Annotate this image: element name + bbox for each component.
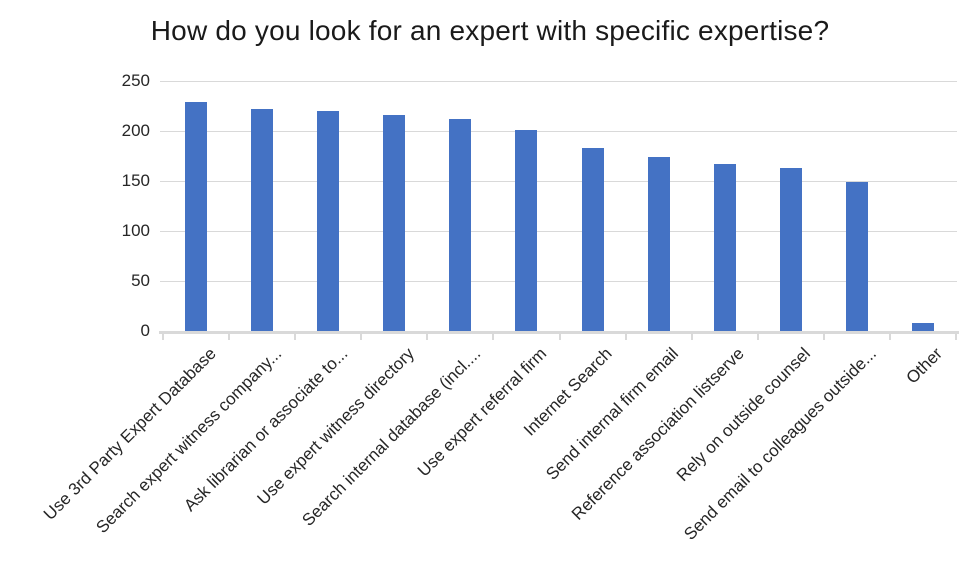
gridline <box>160 180 957 182</box>
bar <box>449 119 472 331</box>
bar <box>845 182 868 331</box>
bar <box>779 168 802 331</box>
y-axis-tick-label: 50 <box>131 271 150 290</box>
x-axis-tick-mark <box>360 333 363 340</box>
x-axis-tick-mark <box>888 333 891 340</box>
x-axis-line <box>159 331 959 334</box>
x-axis-tick-mark <box>756 333 759 340</box>
x-axis-tick-mark <box>162 333 164 340</box>
x-axis-tick-mark <box>624 333 627 340</box>
x-axis-tick-mark <box>690 333 693 340</box>
x-axis-category-label: Use expert referral firm <box>413 344 550 481</box>
gridline <box>160 230 957 232</box>
bar <box>581 148 604 331</box>
bar <box>185 102 208 331</box>
x-axis-tick-mark <box>426 333 429 340</box>
x-axis-tick-mark <box>492 333 495 340</box>
bar <box>383 115 406 331</box>
bar <box>515 130 538 331</box>
bar <box>911 323 934 331</box>
x-axis-tick-mark <box>558 333 561 340</box>
x-axis-tick-mark <box>822 333 825 340</box>
x-axis-category-label: Send internal firm email <box>542 344 683 484</box>
gridline <box>160 130 957 132</box>
chart-title: How do you look for an expert with speci… <box>150 15 830 46</box>
gridline <box>160 280 957 282</box>
x-axis-category-label: Other <box>902 344 947 388</box>
y-axis-tick-label: 150 <box>121 171 150 190</box>
x-axis-tick-mark <box>228 333 231 340</box>
x-axis-tick-mark <box>955 333 957 340</box>
bar <box>713 164 736 331</box>
bar <box>317 111 340 331</box>
y-axis-tick-label: 0 <box>140 321 150 340</box>
gridline <box>160 80 957 82</box>
x-axis-tick-mark <box>294 333 297 340</box>
y-axis-tick-label: 250 <box>121 71 150 90</box>
bar <box>251 109 274 331</box>
bar <box>647 157 670 331</box>
y-axis-tick-label: 100 <box>121 221 150 240</box>
y-axis-tick-label: 200 <box>121 121 150 140</box>
x-axis-category-label: Rely on outside counsel <box>673 344 815 486</box>
